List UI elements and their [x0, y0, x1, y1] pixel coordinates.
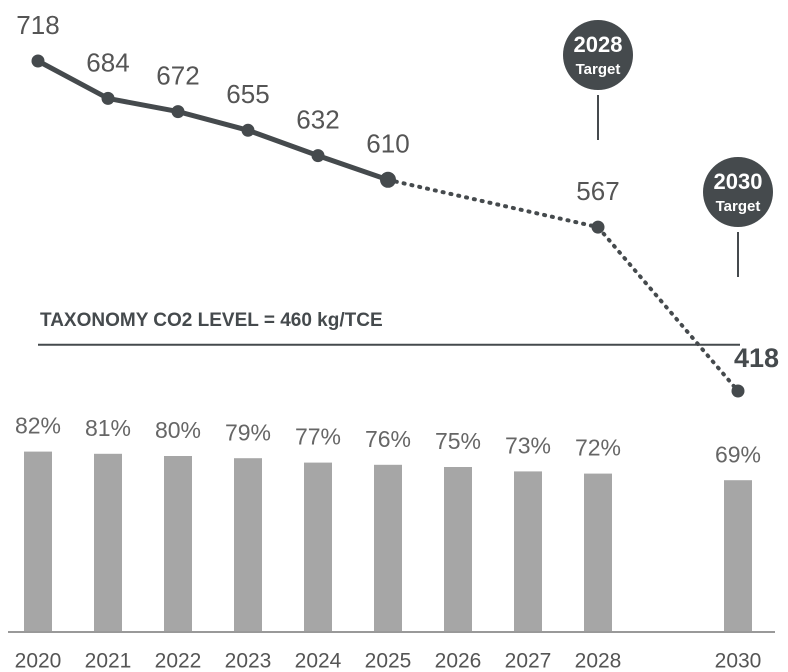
- bar-label: 77%: [295, 424, 341, 450]
- x-tick-label: 2026: [435, 650, 482, 672]
- point: [311, 149, 325, 163]
- bar: [724, 480, 752, 632]
- bar-label: 80%: [155, 417, 201, 443]
- line: [35, 58, 391, 183]
- bar-label: 75%: [435, 428, 481, 454]
- pin-label: Target: [576, 61, 621, 78]
- point: [101, 91, 115, 105]
- point: [241, 123, 255, 137]
- x-tick-label: 2030: [715, 650, 762, 672]
- bar: [514, 471, 542, 632]
- bar: [374, 464, 402, 632]
- pin-title: 2030: [714, 169, 763, 194]
- x-tick-label: 2021: [85, 650, 132, 672]
- bar: [164, 456, 192, 632]
- bar-label: 73%: [505, 432, 551, 458]
- point: [731, 384, 745, 398]
- x-tick-label: 2027: [505, 650, 552, 672]
- reference-label: TAXONOMY CO2 LEVEL = 460 kg/TCE: [40, 310, 383, 331]
- bar: [584, 473, 612, 632]
- bar-label: 81%: [85, 415, 131, 441]
- x-tick-label: 2024: [295, 650, 342, 672]
- bar-label: 79%: [225, 419, 271, 445]
- point-label: 632: [296, 104, 339, 134]
- bar-label: 69%: [715, 441, 761, 467]
- point-label: 610: [366, 129, 409, 159]
- point-label: 684: [86, 47, 129, 77]
- x-tick-label: 2023: [225, 650, 272, 672]
- bar: [94, 453, 122, 632]
- point: [380, 171, 396, 188]
- bar-label: 76%: [365, 426, 411, 452]
- line: [386, 177, 740, 393]
- x-tick-label: 2025: [365, 650, 412, 672]
- point-label: 655: [226, 79, 269, 109]
- point-label: 418: [734, 343, 779, 373]
- point-label: 718: [16, 10, 59, 40]
- bar: [234, 458, 262, 632]
- bar: [24, 451, 52, 632]
- point: [31, 54, 45, 68]
- point-label: 672: [156, 60, 199, 90]
- pin: [563, 20, 633, 90]
- point: [171, 105, 185, 119]
- pin-title: 2028: [574, 32, 623, 57]
- bar: [304, 462, 332, 632]
- x-tick-label: 2022: [155, 650, 202, 672]
- pin: [703, 157, 773, 227]
- pin-label: Target: [716, 198, 761, 215]
- x-tick-label: 2020: [15, 650, 62, 672]
- bar: [444, 467, 472, 632]
- x-tick-label: 2028: [575, 650, 622, 672]
- bar-label: 72%: [575, 435, 621, 461]
- point-label: 567: [576, 176, 619, 206]
- bar-label: 82%: [15, 413, 61, 439]
- point: [591, 220, 605, 234]
